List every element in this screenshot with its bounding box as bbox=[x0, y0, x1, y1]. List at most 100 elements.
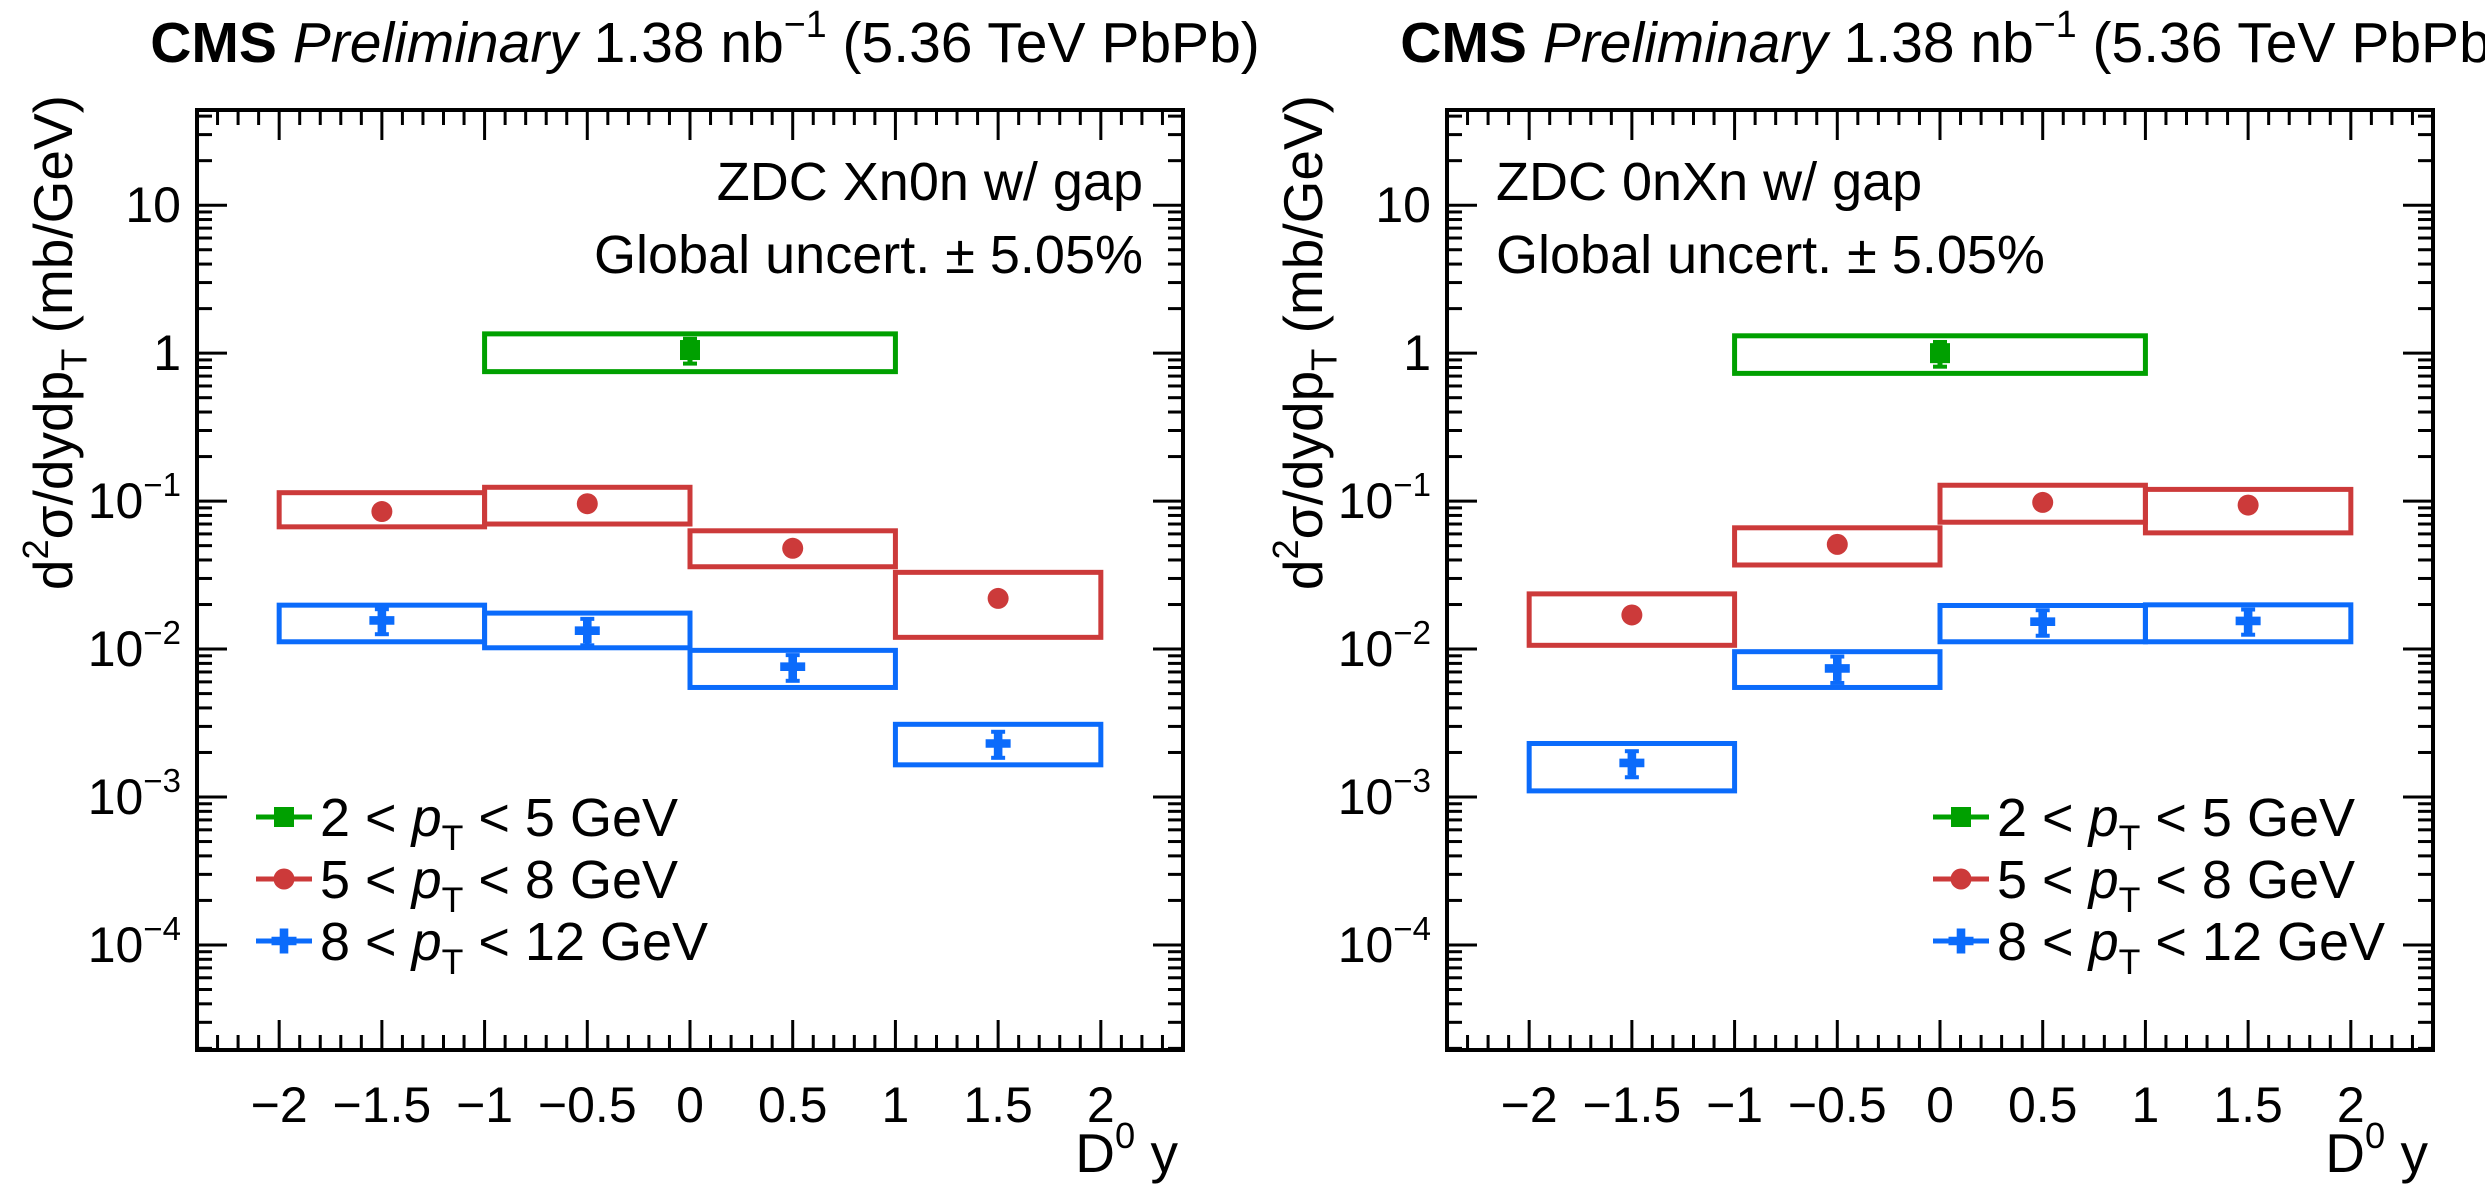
circle-marker bbox=[2237, 494, 2259, 516]
x-tick-label: −0.5 bbox=[1788, 1077, 1887, 1133]
square-marker bbox=[680, 340, 700, 361]
plus-marker bbox=[271, 928, 297, 954]
y-tick-label: 10−2 bbox=[1338, 614, 1431, 677]
series-green bbox=[1732, 333, 2148, 376]
circle-marker bbox=[1826, 533, 1848, 555]
x-tick-label: 0 bbox=[676, 1077, 704, 1133]
y-tick-label: 10−4 bbox=[1338, 910, 1431, 973]
x-tick-label: −1 bbox=[456, 1077, 513, 1133]
plus-marker bbox=[985, 730, 1011, 756]
y-axis bbox=[197, 114, 1183, 1050]
x-axis-label: D0 y bbox=[1075, 1115, 1178, 1184]
series-blue bbox=[1526, 602, 2354, 794]
circle-marker bbox=[371, 501, 393, 523]
annotation-line: Global uncert. ± 5.05% bbox=[1496, 225, 2045, 285]
plus-marker bbox=[2030, 609, 2056, 635]
sys-uncertainty-box bbox=[1526, 591, 1738, 648]
plus-marker bbox=[2235, 608, 2261, 634]
circle-marker bbox=[1950, 868, 1972, 890]
annotation-line: ZDC Xn0n w/ gap bbox=[717, 152, 1143, 212]
sys-uncertainty-box bbox=[1526, 740, 1738, 794]
sys-uncertainty-box bbox=[892, 721, 1104, 768]
sys-uncertainty-box bbox=[892, 569, 1104, 640]
plus-marker bbox=[574, 618, 600, 644]
x-tick-label: 2 bbox=[1087, 1077, 1115, 1133]
y-tick-label: 10 bbox=[125, 177, 181, 233]
x-tick-label: 1.5 bbox=[2213, 1077, 2283, 1133]
y-tick-label: 10−1 bbox=[1338, 466, 1431, 529]
y-tick-label: 10−4 bbox=[88, 910, 181, 973]
circle-marker bbox=[2032, 491, 2054, 513]
y-tick-label: 10−3 bbox=[88, 762, 181, 825]
x-tick-label: 0 bbox=[1926, 1077, 1954, 1133]
panel-title: CMS Preliminary 1.38 nb−1 (5.36 TeV PbPb… bbox=[150, 3, 1260, 75]
panel-right: −2 −1.5 −1 −0.5 0 0.5 1 1.5 2 10 1 10−1 10−2 10−3 10−4… bbox=[1265, 3, 2485, 1184]
x-tick-label: 2 bbox=[2337, 1077, 2365, 1133]
annotation-line: Global uncert. ± 5.05% bbox=[594, 225, 1143, 285]
y-tick-label: 1 bbox=[1403, 325, 1431, 381]
sys-uncertainty-box bbox=[482, 610, 693, 651]
y-axis bbox=[1447, 114, 2433, 1050]
y-tick-label: 10−3 bbox=[1338, 762, 1431, 825]
y-axis-label: d2σ/dydpT (mb/GeV) bbox=[15, 95, 95, 590]
x-axis bbox=[216, 110, 1164, 1050]
circle-marker bbox=[987, 587, 1009, 609]
legend-entry-label: 8 < pT < 12 GeV bbox=[320, 912, 708, 982]
sys-uncertainty-box bbox=[1732, 333, 2148, 376]
x-tick-label: 1.5 bbox=[963, 1077, 1033, 1133]
y-axis-label-group: d2σ/dydpT (mb/GeV) bbox=[1265, 95, 1345, 590]
x-tick-label: −1.5 bbox=[333, 1077, 432, 1133]
square-marker bbox=[1930, 343, 1950, 364]
circle-marker bbox=[1621, 604, 1643, 626]
y-axis-label: d2σ/dydpT (mb/GeV) bbox=[1265, 95, 1345, 590]
x-tick-label: 1 bbox=[2132, 1077, 2160, 1133]
x-tick-label: −1 bbox=[1706, 1077, 1763, 1133]
circle-marker bbox=[576, 493, 598, 515]
x-tick-label: −1.5 bbox=[1583, 1077, 1682, 1133]
plus-marker bbox=[1619, 750, 1645, 776]
legend-entry-label: 5 < pT < 8 GeV bbox=[1997, 850, 2355, 920]
x-tick-label: −2 bbox=[1501, 1077, 1558, 1133]
y-tick-label: 10−1 bbox=[88, 466, 181, 529]
circle-marker bbox=[782, 537, 804, 559]
panel-title: CMS Preliminary 1.38 nb−1 (5.36 TeV PbPb… bbox=[1400, 3, 2485, 75]
plus-marker bbox=[780, 654, 806, 680]
x-axis bbox=[1466, 110, 2414, 1050]
plus-marker bbox=[369, 607, 395, 633]
x-tick-label: −2 bbox=[251, 1077, 308, 1133]
x-tick-label: 1 bbox=[882, 1077, 910, 1133]
x-axis-label: D0 y bbox=[2325, 1115, 2428, 1184]
series-red bbox=[1526, 482, 2354, 648]
x-tick-label: 0.5 bbox=[2008, 1077, 2078, 1133]
x-tick-label: −0.5 bbox=[538, 1077, 637, 1133]
sys-uncertainty-box bbox=[482, 331, 898, 375]
sys-uncertainty-box bbox=[482, 484, 693, 527]
y-tick-label: 10 bbox=[1375, 177, 1431, 233]
y-axis-label-group: d2σ/dydpT (mb/GeV) bbox=[15, 95, 95, 590]
series-blue bbox=[276, 602, 1104, 768]
y-tick-label: 10−2 bbox=[88, 614, 181, 677]
x-tick-label: 0.5 bbox=[758, 1077, 828, 1133]
y-tick-label: 1 bbox=[153, 325, 181, 381]
legend-entry-label: 2 < pT < 5 GeV bbox=[320, 788, 678, 858]
annotation-line: ZDC 0nXn w/ gap bbox=[1496, 152, 1922, 212]
series-red bbox=[276, 484, 1104, 640]
sys-uncertainty-box bbox=[2142, 486, 2354, 536]
square-marker bbox=[1951, 807, 1971, 827]
panel-left: −2 −1.5 −1 −0.5 0 0.5 1 1.5 2 10 1 10−1 10−2 10−3 10−4… bbox=[15, 3, 1260, 1184]
sys-uncertainty-box bbox=[2142, 602, 2354, 645]
sys-uncertainty-box bbox=[687, 647, 898, 690]
legend-entry-label: 5 < pT < 8 GeV bbox=[320, 850, 678, 920]
circle-marker bbox=[273, 868, 295, 890]
legend-entry-label: 2 < pT < 5 GeV bbox=[1997, 788, 2355, 858]
plus-marker bbox=[1948, 928, 1974, 954]
sys-uncertainty-box bbox=[1732, 649, 1943, 690]
series-green bbox=[482, 331, 898, 375]
sys-uncertainty-box bbox=[687, 528, 898, 570]
square-marker bbox=[274, 807, 294, 827]
sys-uncertainty-box bbox=[1732, 525, 1943, 568]
